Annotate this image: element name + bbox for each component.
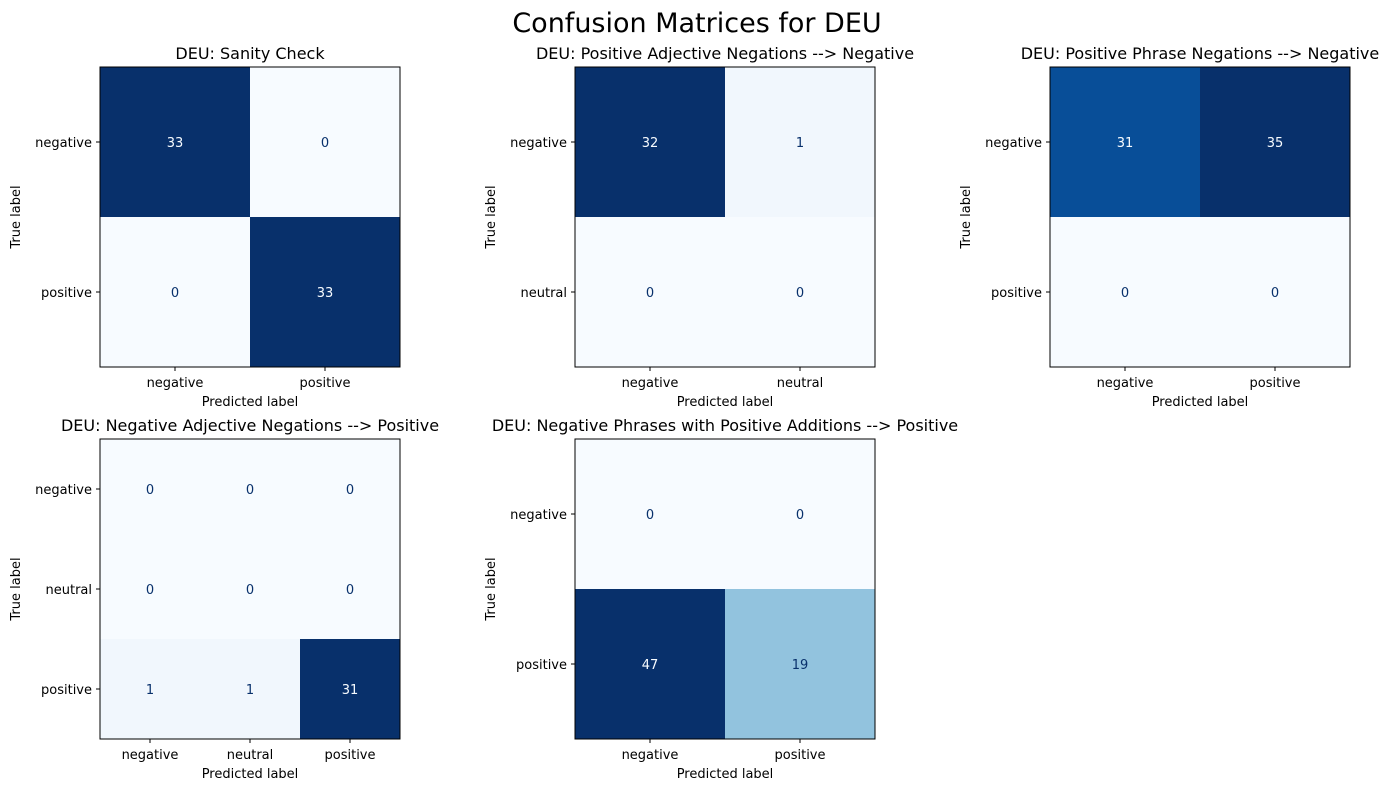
y-axis-label: True label: [9, 185, 24, 249]
heatmap-panel-4: DEU: Negative Adjective Negations --> Po…: [9, 416, 439, 782]
cell-value-label: 0: [346, 483, 354, 498]
matrix-cell: [575, 217, 725, 367]
matrix-cell: [300, 639, 400, 739]
x-tick-label: negative: [122, 748, 179, 763]
cell-value-label: 0: [1121, 286, 1129, 301]
y-axis-label: True label: [959, 185, 974, 249]
y-tick-label: negative: [510, 508, 567, 523]
matrix-cell: [575, 589, 725, 739]
cell-value-label: 32: [642, 136, 659, 151]
y-tick-label: positive: [41, 683, 92, 698]
cell-value-label: 0: [246, 583, 254, 598]
y-tick-label: negative: [985, 136, 1042, 151]
matrix-cell: [250, 67, 400, 217]
y-tick-label: positive: [516, 658, 567, 673]
cell-value-label: 0: [796, 508, 804, 523]
y-tick-label: negative: [35, 136, 92, 151]
matrix-cell: [1050, 67, 1200, 217]
x-axis-label: Predicted label: [1152, 395, 1249, 410]
x-tick-label: positive: [325, 748, 376, 763]
x-tick-label: negative: [622, 748, 679, 763]
x-tick-label: negative: [622, 376, 679, 391]
x-tick-label: neutral: [227, 748, 274, 763]
cell-value-label: 0: [346, 583, 354, 598]
cell-value-label: 0: [646, 286, 654, 301]
matrix-cell: [250, 217, 400, 367]
cell-value-label: 0: [321, 136, 329, 151]
x-tick-label: positive: [300, 376, 351, 391]
panel-frame: [574, 66, 876, 368]
x-tick-label: positive: [775, 748, 826, 763]
cell-value-label: 31: [1117, 136, 1134, 151]
matrix-cell: [725, 67, 875, 217]
x-tick-label: negative: [147, 376, 204, 391]
matrix-cell: [100, 539, 200, 639]
y-tick-label: neutral: [46, 583, 93, 598]
y-tick-label: neutral: [521, 286, 568, 301]
heatmap-panel-1: DEU: Sanity Check 33 0 0 33 negative positive n…: [9, 44, 401, 410]
matrix-cell: [100, 217, 250, 367]
y-axis-label: True label: [9, 557, 24, 621]
y-axis-label: True label: [484, 557, 499, 621]
cell-value-label: 0: [646, 508, 654, 523]
cell-value-label: 0: [146, 483, 154, 498]
matrix-cell: [725, 217, 875, 367]
cell-value-label: 33: [317, 286, 334, 301]
cell-value-label: 0: [246, 483, 254, 498]
panel-frame: [1049, 66, 1351, 368]
x-tick-label: negative: [1097, 376, 1154, 391]
cell-value-label: 0: [146, 583, 154, 598]
cell-value-label: 0: [1271, 286, 1279, 301]
cell-value-label: 35: [1267, 136, 1284, 151]
matrix-cell: [300, 439, 400, 539]
heatmap-panel-2: DEU: Positive Adjective Negations --> Ne…: [484, 44, 914, 410]
y-tick-label: negative: [35, 483, 92, 498]
y-tick-label: positive: [991, 286, 1042, 301]
matrix-cell: [575, 439, 725, 589]
panel-title: DEU: Positive Adjective Negations --> Ne…: [536, 44, 914, 63]
y-tick-label: negative: [510, 136, 567, 151]
matrix-cell: [725, 589, 875, 739]
cell-value-label: 47: [642, 658, 659, 673]
matrix-cell: [300, 539, 400, 639]
x-axis-label: Predicted label: [202, 395, 299, 410]
cell-value-label: 0: [171, 286, 179, 301]
matrix-cell: [100, 439, 200, 539]
x-axis-label: Predicted label: [677, 767, 774, 782]
matrix-cell: [575, 67, 725, 217]
cell-value-label: 1: [796, 136, 804, 151]
x-axis-label: Predicted label: [677, 395, 774, 410]
matrix-cell: [100, 639, 200, 739]
panel-frame: [574, 438, 876, 740]
y-tick-label: positive: [41, 286, 92, 301]
figure-title: Confusion Matrices for DEU: [512, 8, 881, 39]
heatmap-panel-5: DEU: Negative Phrases with Positive Addi…: [484, 416, 958, 782]
matrix-cell: [200, 639, 300, 739]
matrix-cell: [200, 439, 300, 539]
panel-title: DEU: Negative Adjective Negations --> Po…: [61, 416, 439, 435]
cell-value-label: 33: [167, 136, 184, 151]
heatmap-panel-3: DEU: Positive Phrase Negations --> Negat…: [959, 44, 1379, 410]
panel-title: DEU: Positive Phrase Negations --> Negat…: [1021, 44, 1380, 63]
cell-value-label: 31: [342, 683, 359, 698]
x-tick-label: neutral: [777, 376, 824, 391]
x-axis-label: Predicted label: [202, 767, 299, 782]
panel-title: DEU: Negative Phrases with Positive Addi…: [492, 416, 958, 435]
matrix-cell: [100, 67, 250, 217]
matrix-cell: [200, 539, 300, 639]
matrix-cell: [1050, 217, 1200, 367]
cell-value-label: 19: [792, 658, 809, 673]
cell-value-label: 1: [246, 683, 254, 698]
matrix-cell: [1200, 67, 1350, 217]
matrix-cell: [1200, 217, 1350, 367]
cell-value-label: 0: [796, 286, 804, 301]
x-tick-label: positive: [1250, 376, 1301, 391]
panel-frame: [99, 66, 401, 368]
panel-title: DEU: Sanity Check: [175, 44, 325, 63]
y-axis-label: True label: [484, 185, 499, 249]
cell-value-label: 1: [146, 683, 154, 698]
matrix-cell: [725, 439, 875, 589]
